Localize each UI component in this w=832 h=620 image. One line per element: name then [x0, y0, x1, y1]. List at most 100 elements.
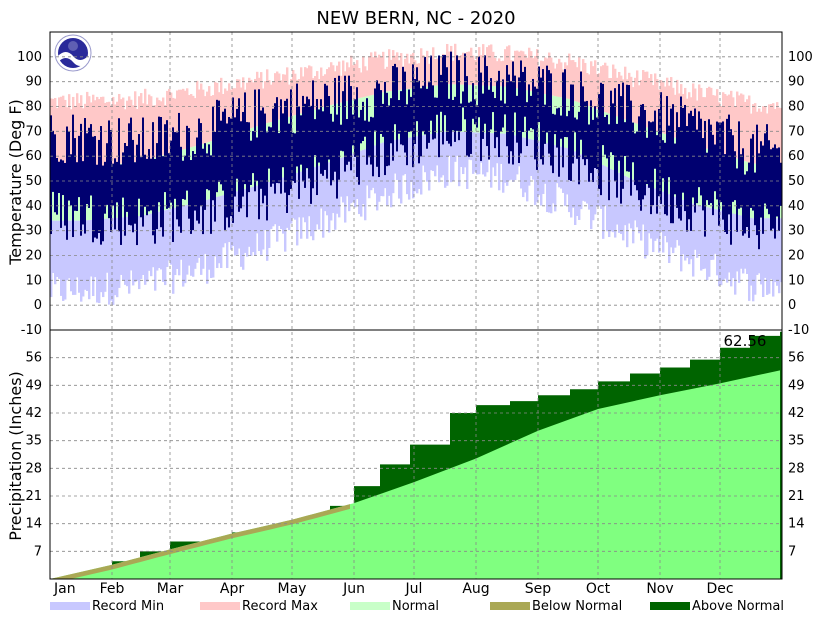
temp-tick-left: -10 — [21, 323, 42, 338]
actual-temp-bar — [226, 123, 228, 218]
record-min-band — [608, 168, 611, 238]
record-min-band — [720, 210, 723, 286]
record-max-band — [320, 67, 323, 108]
actual-temp-bar — [638, 116, 640, 201]
record-min-band — [154, 212, 157, 291]
record-min-band — [168, 209, 171, 261]
actual-temp-bar — [204, 143, 206, 210]
record-min-band — [776, 218, 779, 286]
record-max-band — [654, 73, 657, 131]
record-min-band — [96, 219, 99, 303]
record-max-band — [60, 96, 63, 169]
record-max-band — [534, 55, 537, 93]
record-min-band — [454, 131, 457, 162]
record-min-band — [308, 168, 311, 217]
actual-temp-bar — [496, 80, 498, 138]
record-min-band — [562, 147, 565, 193]
actual-temp-bar — [710, 124, 712, 204]
actual-temp-bar — [564, 69, 566, 138]
record-min-band — [408, 137, 411, 200]
actual-temp-bar — [210, 155, 212, 234]
record-min-band — [582, 155, 585, 201]
record-min-band — [70, 220, 73, 292]
record-max-band — [294, 73, 297, 116]
precip-tick-left: 49 — [25, 378, 42, 393]
record-max-band — [298, 79, 301, 115]
record-min-band — [740, 215, 743, 269]
record-max-band — [632, 87, 635, 123]
record-min-band — [536, 140, 539, 202]
record-min-band — [144, 215, 147, 285]
record-max-band — [350, 55, 353, 101]
actual-temp-bar — [600, 82, 602, 196]
record-max-band — [644, 71, 647, 127]
record-max-band — [556, 63, 559, 97]
record-min-band — [710, 208, 713, 261]
record-min-band — [400, 138, 403, 204]
record-max-band — [116, 101, 119, 165]
record-min-band — [662, 191, 665, 253]
temperature-axis-label: Temperature (Deg F) — [6, 99, 25, 266]
legend-label: Record Max — [242, 598, 318, 614]
actual-temp-bar — [754, 172, 756, 226]
record-min-band — [252, 186, 255, 253]
record-min-band — [604, 166, 607, 206]
actual-temp-bar — [216, 99, 218, 193]
record-min-band — [142, 215, 145, 275]
actual-temp-bar — [670, 108, 672, 224]
record-min-band — [172, 208, 175, 294]
actual-temp-bar — [506, 65, 508, 147]
actual-temp-bar — [306, 96, 308, 169]
record-min-band — [110, 218, 113, 301]
record-min-band — [466, 132, 469, 189]
record-max-band — [590, 61, 593, 107]
actual-temp-bar — [640, 104, 642, 211]
actual-temp-bar — [184, 155, 186, 200]
record-min-band — [170, 208, 173, 265]
actual-temp-bar — [634, 133, 636, 186]
actual-temp-bar — [480, 72, 482, 161]
actual-temp-bar — [450, 51, 452, 147]
actual-temp-bar — [378, 83, 380, 178]
record-min-band — [342, 157, 345, 203]
actual-temp-bar — [530, 95, 532, 129]
record-max-band — [174, 98, 177, 152]
record-min-band — [264, 183, 267, 231]
actual-temp-bar — [462, 91, 464, 108]
record-min-band — [636, 181, 639, 228]
record-max-band — [248, 77, 251, 129]
record-max-band — [264, 81, 267, 124]
actual-temp-bar — [500, 100, 502, 132]
actual-temp-bar — [592, 119, 594, 183]
actual-temp-bar — [400, 91, 402, 145]
actual-temp-bar — [314, 119, 316, 156]
actual-temp-bar — [546, 65, 548, 133]
actual-temp-bar — [772, 147, 774, 229]
actual-temp-bar — [248, 122, 250, 193]
actual-temp-bar — [348, 75, 350, 162]
record-max-band — [460, 55, 463, 85]
actual-temp-bar — [674, 143, 676, 195]
actual-temp-bar — [68, 131, 70, 201]
legend-label: Below Normal — [532, 598, 623, 614]
record-min-band — [66, 220, 69, 281]
actual-temp-bar — [354, 99, 356, 157]
record-min-band — [612, 169, 615, 233]
actual-temp-bar — [412, 64, 414, 168]
record-min-band — [54, 220, 57, 285]
record-min-band — [556, 145, 559, 184]
actual-temp-bar — [466, 76, 468, 156]
record-max-band — [288, 84, 291, 117]
actual-temp-bar — [148, 149, 150, 212]
record-max-band — [440, 56, 443, 85]
actual-temp-bar — [484, 55, 486, 124]
actual-temp-bar — [318, 109, 320, 163]
record-max-band — [400, 53, 403, 90]
record-max-band — [346, 62, 349, 102]
record-max-band — [768, 104, 771, 164]
actual-temp-bar — [672, 104, 674, 224]
actual-temp-bar — [262, 107, 264, 204]
month-tick: Mar — [157, 581, 184, 597]
record-min-band — [98, 219, 101, 304]
record-min-band — [78, 220, 81, 293]
